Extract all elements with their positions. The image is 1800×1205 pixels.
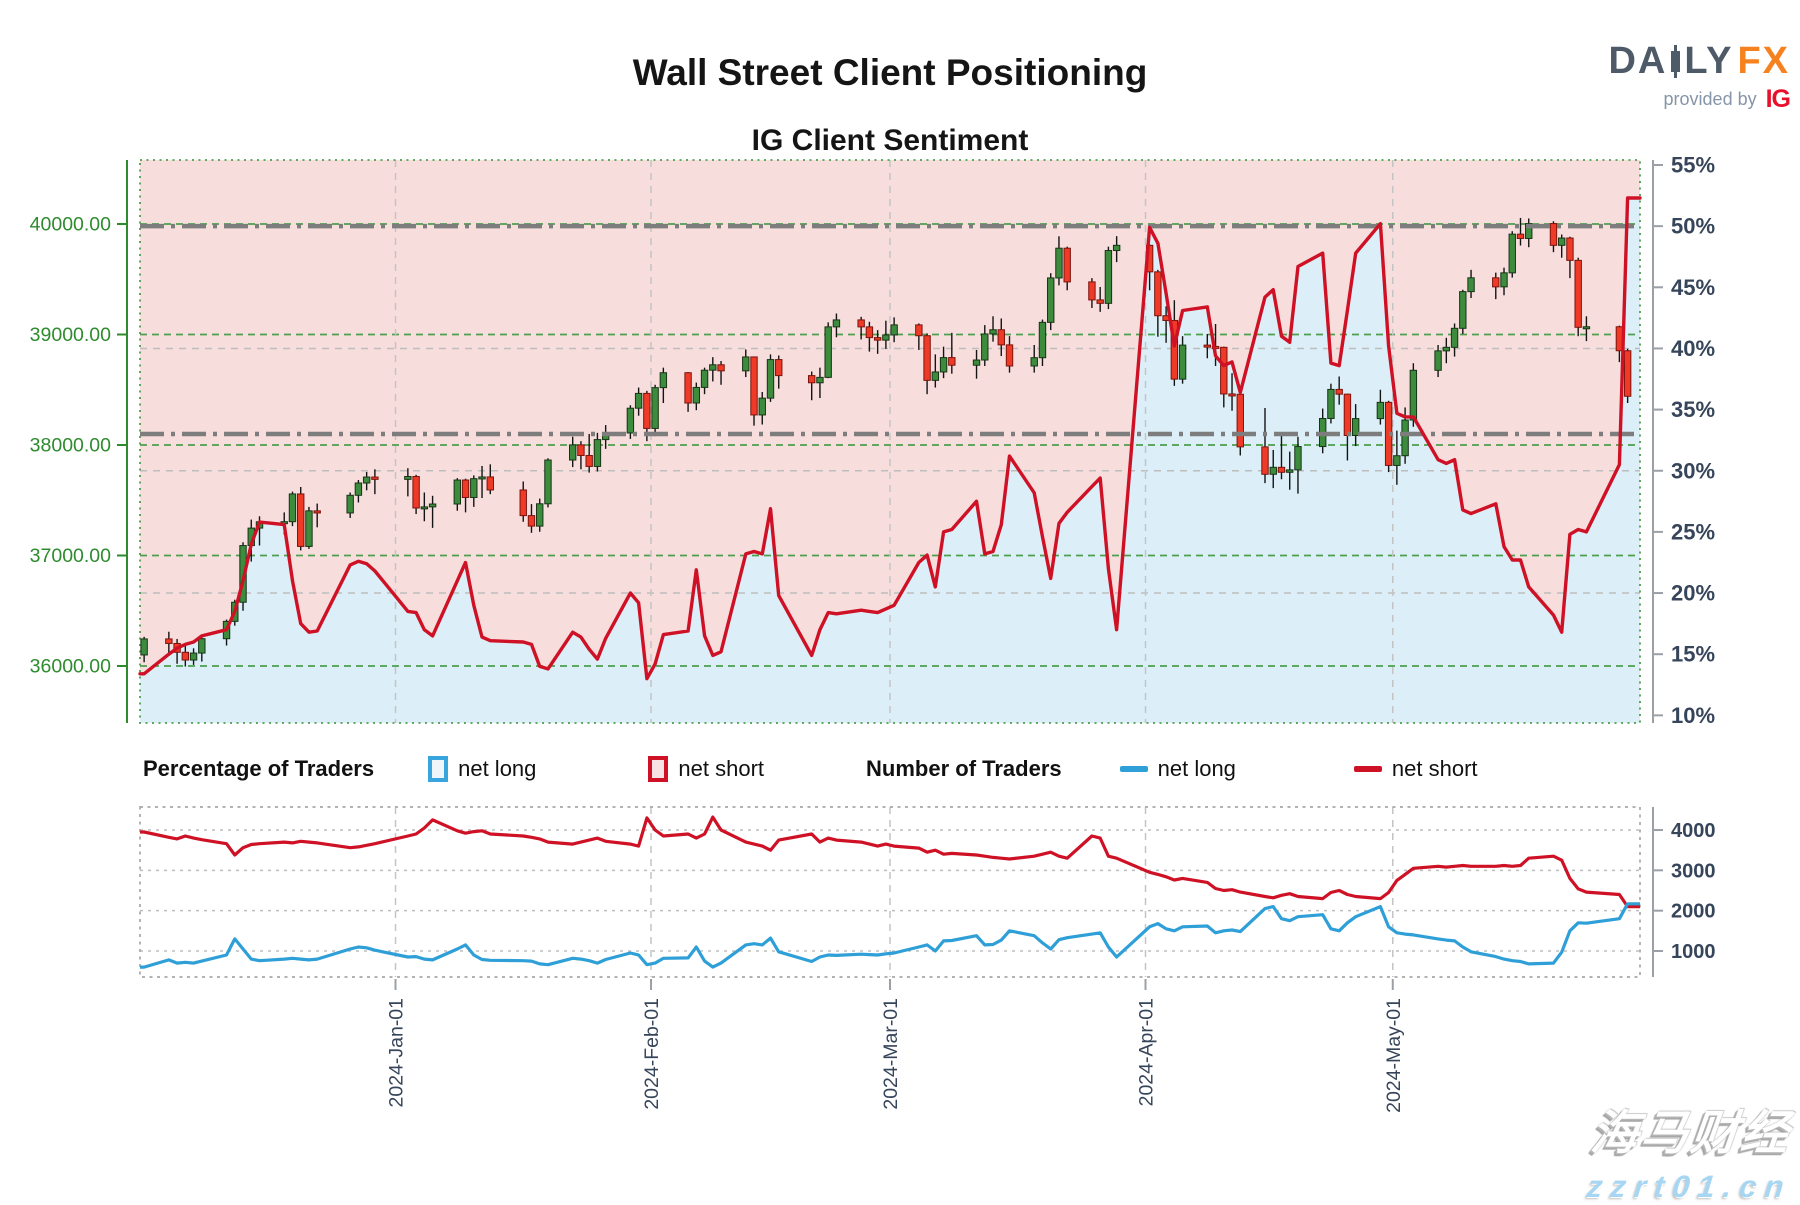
svg-text:45%: 45% <box>1671 275 1715 300</box>
chart-legend: Percentage of Traders net long net short… <box>143 756 1478 782</box>
dailyfx-wordmark: DA LY FX <box>1608 42 1790 80</box>
legend-item-num-net-short: net short <box>1353 756 1478 782</box>
legend-item-pct-net-short: net short <box>648 756 764 782</box>
svg-text:30%: 30% <box>1671 458 1715 483</box>
svg-text:2024-Apr-01: 2024-Apr-01 <box>1136 998 1158 1106</box>
svg-text:40%: 40% <box>1671 336 1715 361</box>
dailyfx-logo: DA LY FX provided by IG <box>1608 42 1791 114</box>
svg-text:15%: 15% <box>1671 642 1715 667</box>
logo-provider-row: provided by IG <box>1608 85 1791 114</box>
svg-text:39000.00: 39000.00 <box>30 324 111 346</box>
net-short-box-swatch-icon <box>648 756 669 782</box>
legend-item-pct-net-long: net long <box>428 756 536 782</box>
candlestick-i-icon <box>1671 44 1681 78</box>
svg-text:2024-May-01: 2024-May-01 <box>1383 998 1405 1113</box>
svg-text:4000: 4000 <box>1671 820 1716 842</box>
net-long-box-swatch-icon <box>428 756 449 782</box>
watermark-brand: 海马财经 <box>1588 1106 1795 1159</box>
legend-num-net-long-label: net long <box>1157 756 1236 781</box>
svg-text:36000.00: 36000.00 <box>30 656 111 678</box>
net-short-line-swatch-icon <box>1353 766 1382 772</box>
svg-text:2024-Jan-01: 2024-Jan-01 <box>386 998 408 1108</box>
legend-num-header: Number of Traders <box>866 756 1062 781</box>
legend-item-num-net-long: net long <box>1119 756 1236 782</box>
svg-text:2000: 2000 <box>1671 901 1716 923</box>
svg-text:3000: 3000 <box>1671 860 1716 882</box>
watermark: 海马财经 zzrt01.cn <box>1586 1094 1795 1205</box>
page-subtitle: IG Client Sentiment <box>751 124 1029 157</box>
logo-text-fx: FX <box>1737 40 1790 82</box>
logo-text-ly: LY <box>1684 40 1734 82</box>
page-title: Wall Street Client Positioning <box>632 52 1148 93</box>
svg-text:20%: 20% <box>1671 581 1715 606</box>
legend-num-net-short-label: net short <box>1391 756 1478 781</box>
svg-text:37000.00: 37000.00 <box>30 545 111 567</box>
logo-text-da: DA <box>1608 40 1668 82</box>
net-long-line-swatch-icon <box>1119 766 1148 772</box>
logo-tagline: provided by <box>1663 89 1757 109</box>
legend-pct-net-long-label: net long <box>458 756 537 781</box>
svg-text:55%: 55% <box>1671 153 1715 178</box>
svg-text:38000.00: 38000.00 <box>30 435 111 457</box>
svg-text:25%: 25% <box>1671 519 1715 544</box>
svg-text:2024-Feb-01: 2024-Feb-01 <box>641 998 663 1110</box>
svg-text:40000.00: 40000.00 <box>30 214 111 236</box>
legend-pct-header: Percentage of Traders <box>143 756 375 781</box>
svg-text:50%: 50% <box>1671 214 1715 239</box>
svg-text:10%: 10% <box>1671 703 1715 728</box>
svg-text:1000: 1000 <box>1671 941 1716 963</box>
svg-text:2024-Mar-01: 2024-Mar-01 <box>880 998 902 1110</box>
svg-text:35%: 35% <box>1671 397 1715 422</box>
ig-logo: IG <box>1765 85 1791 113</box>
legend-pct-net-short-label: net short <box>678 756 765 781</box>
